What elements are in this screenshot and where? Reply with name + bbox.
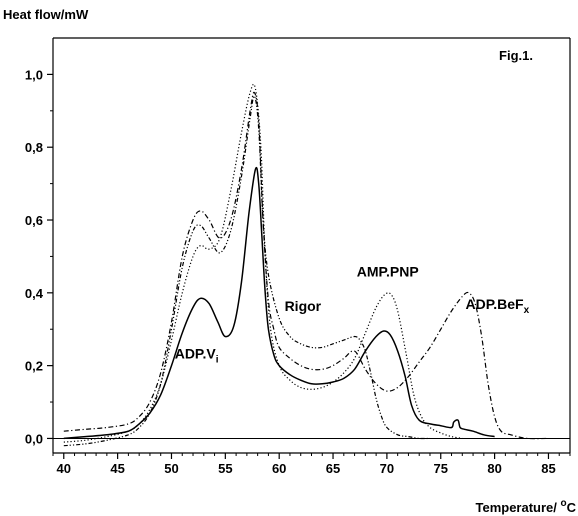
y-axis-label: Heat flow/mW [3,7,89,22]
x-tick-label: 60 [272,461,286,476]
x-tick-label: 45 [110,461,124,476]
x-axis-label-unit: C [567,500,577,515]
y-tick-label: 0,4 [25,286,44,301]
chart-series-group [63,83,549,447]
x-tick-label: 75 [434,461,448,476]
x-tick-label: 65 [326,461,340,476]
series-line-solid [63,166,495,440]
series-line-dashdotdot [63,95,431,447]
x-tick-label: 40 [57,461,71,476]
annotation-label: Rigor [285,298,322,314]
x-tick-label: 80 [487,461,501,476]
x-tick-label: 50 [164,461,178,476]
annotation-label: ADP.BeFx [466,296,530,316]
y-tick-label: 0,2 [25,359,43,374]
x-tick-label: 85 [541,461,555,476]
x-axis-label-main: Temperature/ [475,500,560,515]
x-axis-label-degree: o [561,498,567,509]
y-tick-label: 0,0 [25,431,43,446]
x-axis-label: Temperature/ oC [475,498,576,515]
y-tick-label: 0,6 [25,213,43,228]
figure-label: Fig.1. [499,48,533,63]
annotation-label: ADP.Vi [175,345,219,365]
series-line-dotted [63,83,463,443]
chart-labels: ADP.Vi Rigor AMP.PNP ADP.BeFx [175,263,530,365]
annotation-label: AMP.PNP [357,263,419,279]
series-line-dashdot [63,91,549,440]
x-tick-label: 55 [218,461,232,476]
x-tick-label: 70 [380,461,394,476]
y-tick-label: 1,0 [25,67,43,82]
y-tick-label: 0,8 [25,140,43,155]
chart-axes: 40 45 50 55 60 65 70 75 80 85 0,0 0,2 0,4 0,6 0,8 1,0 [25,37,571,476]
